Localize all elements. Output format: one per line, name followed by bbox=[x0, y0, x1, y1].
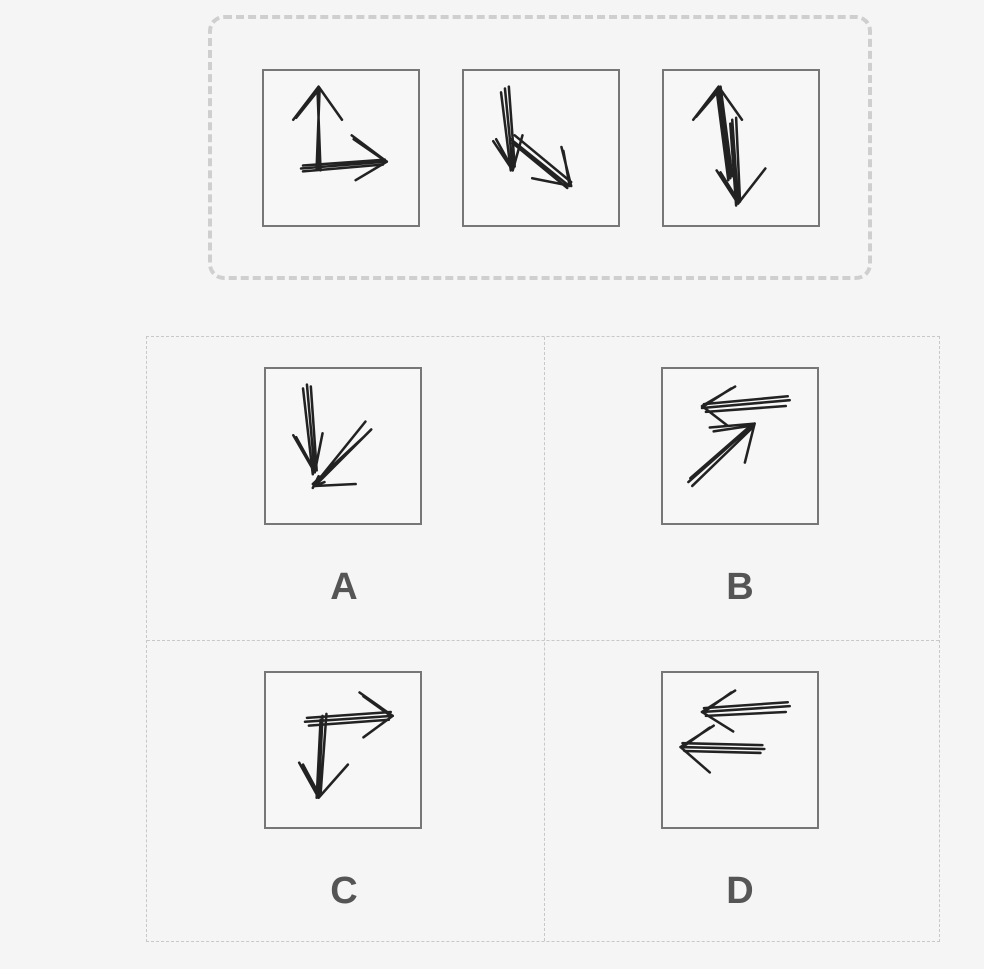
option-label-d[interactable]: D bbox=[726, 870, 754, 912]
option-label-c[interactable]: C bbox=[330, 870, 358, 912]
options-grid bbox=[146, 336, 940, 942]
up-and-down-arrows-icon bbox=[691, 85, 767, 207]
down-and-down-left-arrows-icon bbox=[292, 383, 373, 490]
grid-divider-vertical bbox=[544, 337, 545, 941]
option-label-a[interactable]: A bbox=[330, 566, 358, 608]
question-tile-1 bbox=[262, 69, 420, 227]
up-and-right-arrows-icon bbox=[291, 85, 389, 182]
option-tile-a[interactable] bbox=[264, 367, 422, 525]
question-tile-2 bbox=[462, 69, 620, 227]
option-tile-d[interactable] bbox=[661, 671, 819, 829]
option-tile-b[interactable] bbox=[661, 367, 819, 525]
double-left-arrows-icon bbox=[679, 689, 791, 774]
down-and-down-right-arrows-icon bbox=[491, 85, 573, 190]
question-panel bbox=[208, 15, 872, 280]
right-and-down-arrows-icon bbox=[297, 691, 394, 800]
grid-divider-horizontal bbox=[147, 640, 939, 641]
left-and-up-right-arrows-icon bbox=[687, 385, 791, 488]
option-tile-c[interactable] bbox=[264, 671, 422, 829]
option-label-b[interactable]: B bbox=[726, 566, 754, 608]
question-tile-3 bbox=[662, 69, 820, 227]
